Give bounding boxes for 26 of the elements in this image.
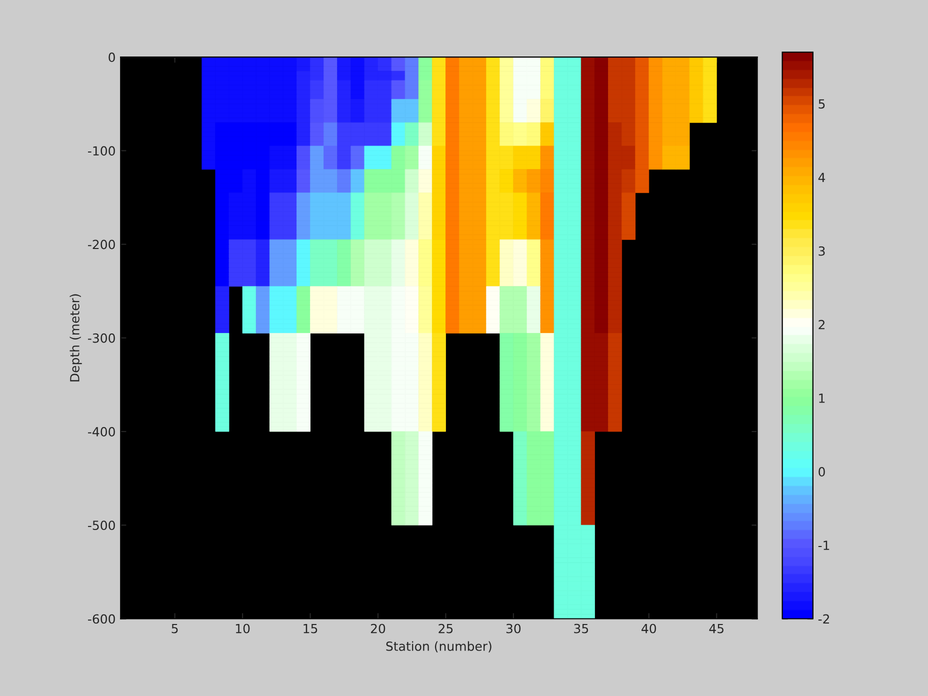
color-bar-label: 2 (818, 320, 824, 330)
color-bar-label: 0 (818, 467, 825, 477)
color-bar-label: 1 (819, 394, 825, 403)
y-tick-label: -600 (88, 614, 115, 624)
x-axis-title: Station (number) (386, 641, 492, 652)
y-tick-label: -100 (88, 146, 115, 156)
color-bar-label: -1 (818, 540, 830, 550)
y-tick-label: -200 (88, 240, 115, 250)
y-tick-label: 0 (108, 52, 115, 62)
x-tick-label: 40 (642, 624, 656, 634)
y-tick-label: -400 (88, 426, 115, 436)
x-tick-label: 30 (506, 624, 521, 634)
y-tick-label: -500 (88, 520, 115, 530)
y-axis-title: Depth (meter) (70, 294, 82, 382)
color-bar-label: -2 (818, 614, 829, 624)
color-bar-label: 5 (818, 99, 825, 109)
x-tick-label: 20 (370, 624, 386, 634)
x-tick-label: 45 (709, 624, 724, 634)
x-tick-label: 35 (574, 624, 588, 634)
x-tick-label: 25 (438, 624, 453, 634)
x-tick-label: 5 (172, 624, 178, 634)
color-bar-label: 4 (818, 172, 826, 182)
x-tick-label: 15 (304, 624, 318, 634)
x-tick-label: 10 (236, 624, 250, 634)
color-bar-label: 3 (818, 246, 825, 256)
y-tick-label: -300 (88, 333, 115, 343)
